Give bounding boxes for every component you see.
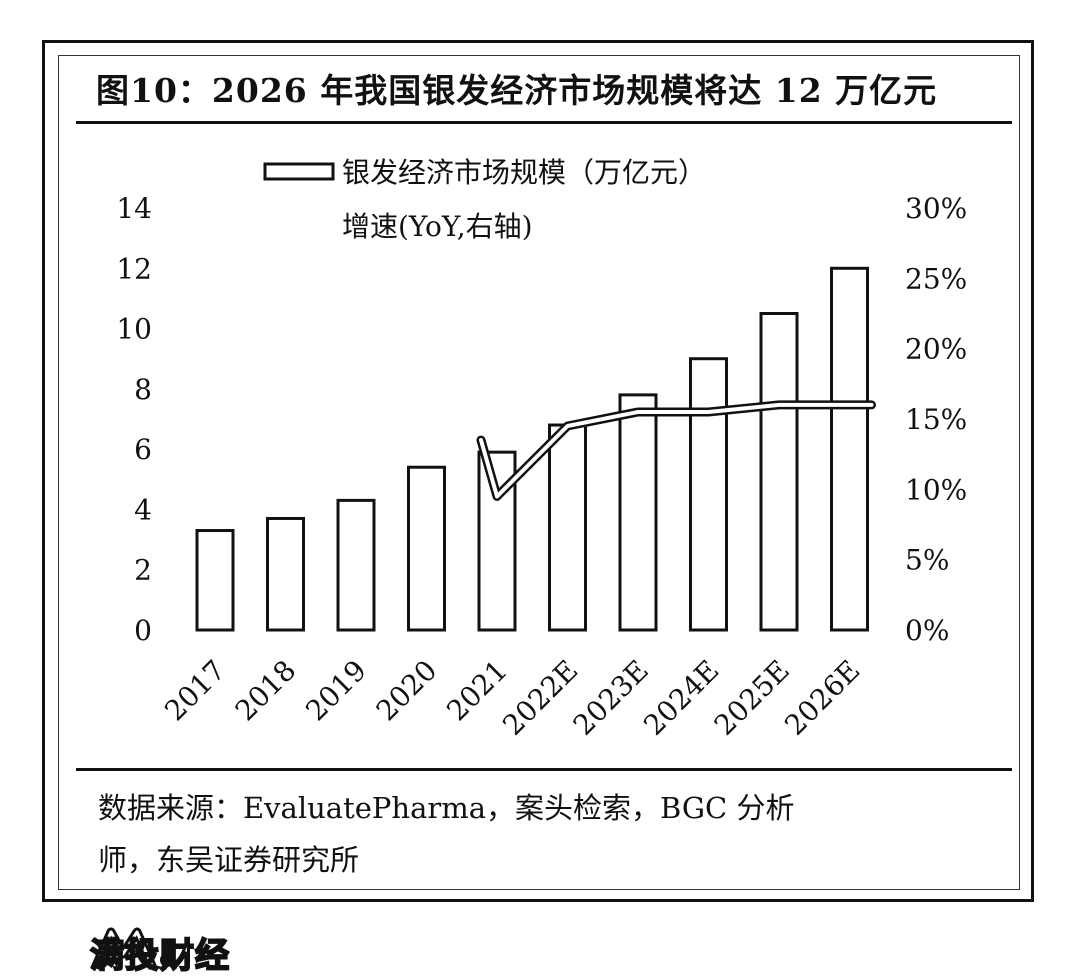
growth-line-series [476,400,876,501]
x-tick-label-2026E: 2026E [778,654,866,742]
source-divider [76,768,1012,771]
watermark-logo-icon [90,927,174,970]
source-line-2: 师，东吴证券研究所 [98,843,360,877]
right-tick-label: 30% [905,192,967,225]
left-axis-ticks: 0 2 4 6 8 10 12 14 [116,192,152,647]
figure-outer-frame [42,40,1034,902]
watermark-text: 满投财经 [89,935,230,977]
left-tick-label: 6 [134,433,152,466]
chart-legend: 银发经济市场规模（万亿元） 增速(YoY,右轴) [263,156,706,243]
legend-bar-label: 银发经济市场规模（万亿元） [342,156,706,189]
source-note: 数据来源：EvaluatePharma，案头检索，BGC 分析 师，东吴证券研究… [98,782,958,886]
left-tick-label: 2 [134,554,152,587]
bar-2022E [548,423,587,632]
bar-2020 [407,465,446,632]
source-line-1: 数据来源：EvaluatePharma，案头检索，BGC 分析 [98,791,795,825]
growth-line-outline [476,400,876,501]
bar-2019 [336,498,376,632]
x-tick-label-2023E: 2023E [567,654,655,742]
x-tick-label-2018: 2018 [229,654,303,728]
figure-inner-frame [58,55,1020,890]
left-tick-label: 14 [116,192,152,225]
right-axis-ticks: 0% 5% 10% 15% 20% 25% 30% [905,192,967,647]
left-tick-label: 4 [134,493,152,526]
x-tick-label-2022E: 2022E [496,654,584,742]
right-tick-label: 0% [905,614,949,647]
bar-2026E [830,266,869,632]
legend-bar-swatch [263,162,335,181]
left-tick-label: 8 [134,373,152,406]
figure-title: 图10：2026 年我国银发经济市场规模将达 12 万亿元 [96,71,938,110]
x-tick-label-2019: 2019 [299,654,373,728]
x-tick-label-2025E: 2025E [708,654,796,742]
bar-2017 [195,529,235,632]
right-tick-label: 5% [905,544,949,577]
bar-2018 [266,516,305,632]
left-tick-label: 0 [134,614,152,647]
x-tick-label-2020: 2020 [370,654,444,728]
x-tick-label-2024E: 2024E [637,654,725,742]
left-tick-label: 10 [116,313,152,346]
bar-2025E [759,312,799,632]
right-tick-label: 15% [905,403,967,436]
title-divider [76,121,1012,124]
x-tick-label-2017: 2017 [158,654,232,728]
growth-line [479,402,874,499]
right-tick-label: 20% [905,333,967,366]
x-axis-labels: 201720182019202020212022E2023E2024E2025E… [158,654,866,742]
right-tick-label: 25% [905,262,967,295]
left-tick-label: 12 [116,252,152,285]
bar-series [195,266,869,632]
bar-2024E [689,357,728,632]
right-tick-label: 10% [905,473,967,506]
bar-2023E [618,393,658,632]
legend-line-label: 增速(YoY,右轴) [342,210,533,243]
